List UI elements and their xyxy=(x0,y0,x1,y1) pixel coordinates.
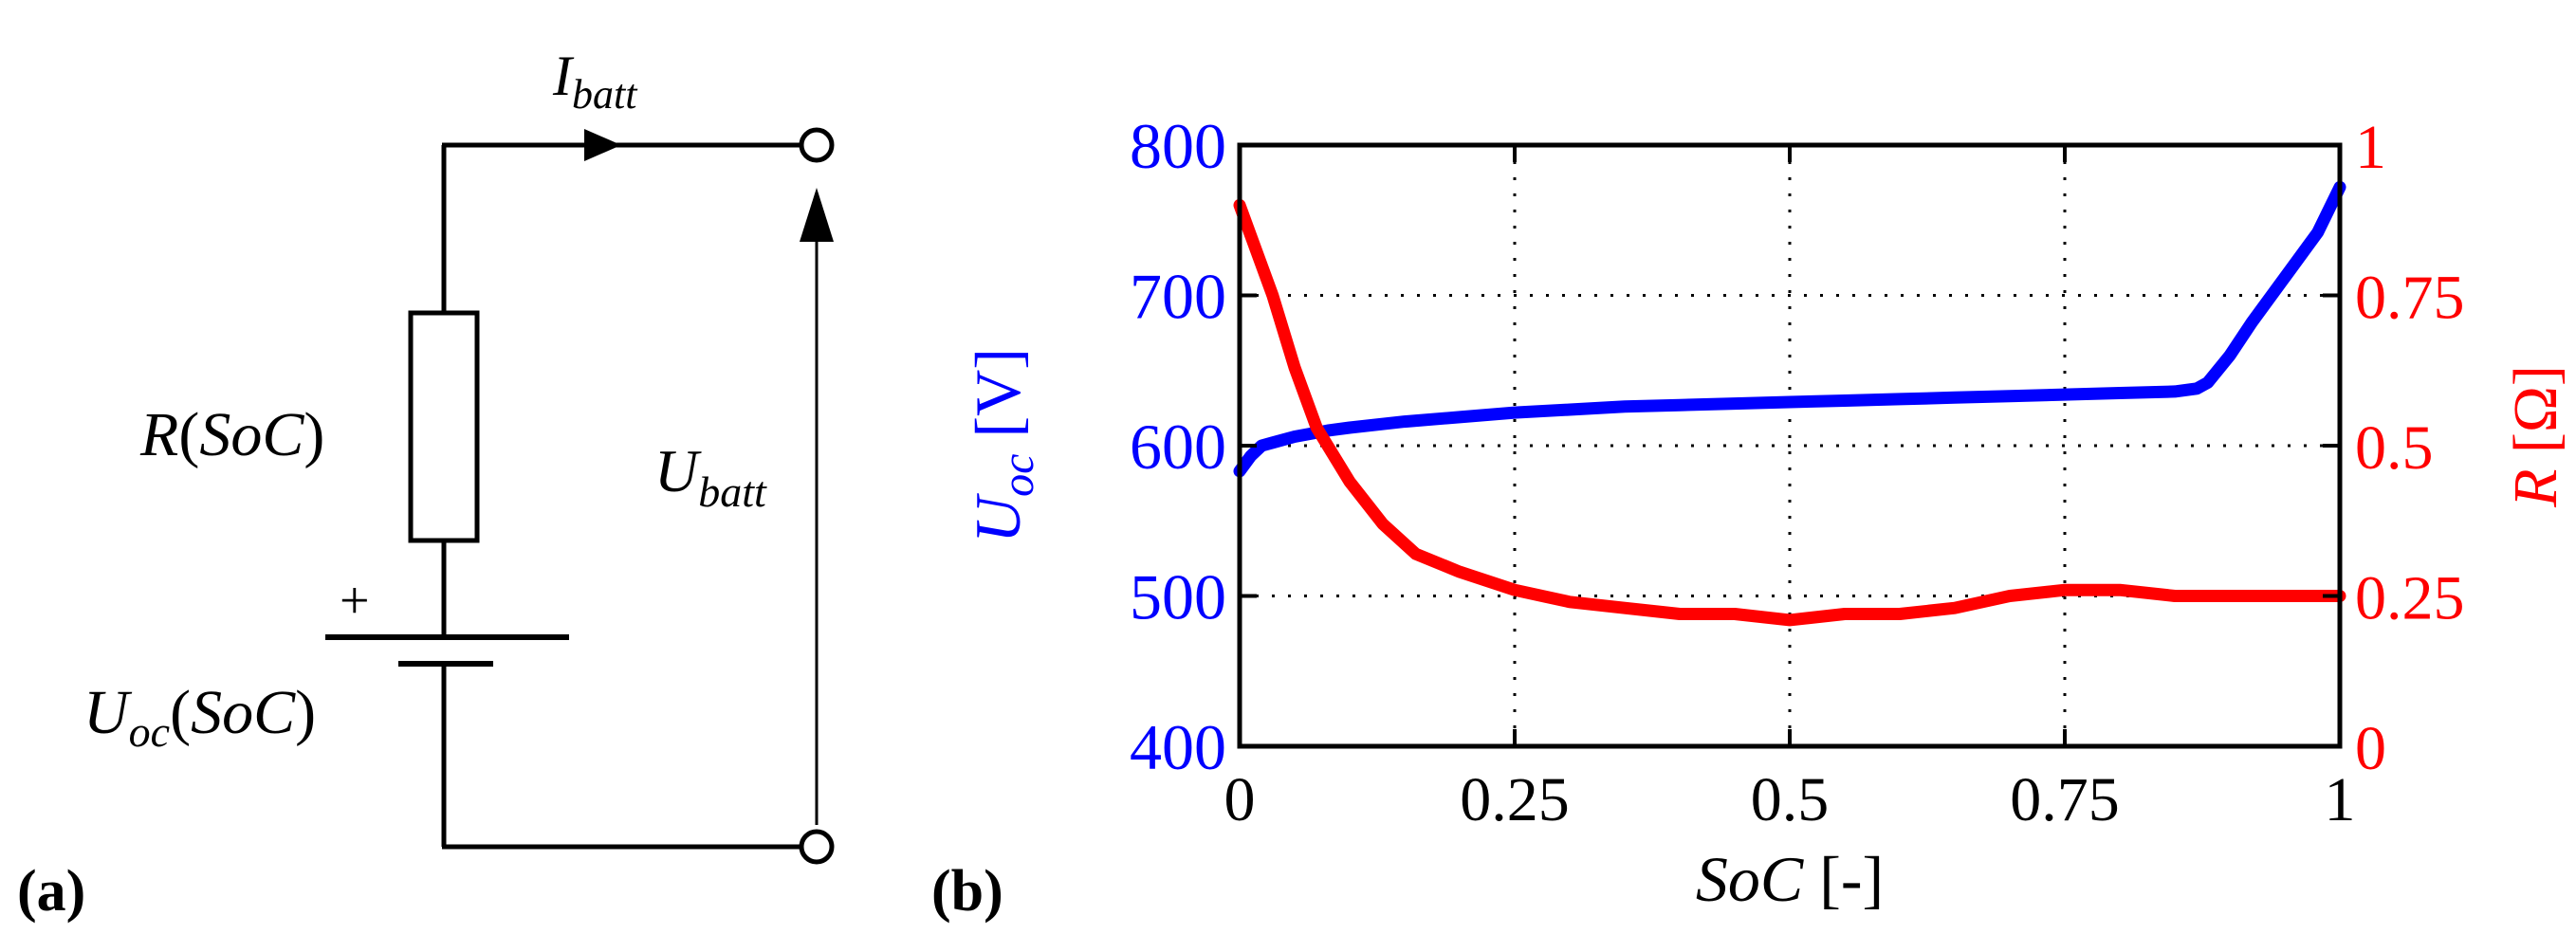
y-left-tick-label: 800 xyxy=(1130,110,1226,182)
source-label: Uoc(SoC) xyxy=(83,678,316,756)
y-left-tick-label: 700 xyxy=(1130,261,1226,333)
y-axis-right-title: R [Ω] xyxy=(2501,365,2570,508)
y-right-tick-label: 1 xyxy=(2355,113,2386,182)
top-terminal xyxy=(799,127,835,163)
series-layer xyxy=(1233,180,2346,627)
voltage-arrow-head xyxy=(800,188,834,242)
x-tick-label: 0 xyxy=(1224,765,1256,834)
grid-lines xyxy=(1240,145,2340,746)
resistor xyxy=(408,310,480,543)
y-right-tick-label: 0 xyxy=(2355,714,2386,783)
y-axis-left-title: Uoc [V] xyxy=(962,348,1043,543)
y-right-tick-label: 0.25 xyxy=(2355,564,2465,633)
soc-chart: 0 0.25 0.5 0.75 1 400 500 600 700 800 0 0.25 0.5 0.75… xyxy=(962,110,2570,915)
panel-label-a: (a) xyxy=(17,859,85,924)
series-line-r xyxy=(1233,198,2346,627)
equivalent-circuit xyxy=(325,127,835,865)
y-left-tick-label: 500 xyxy=(1130,561,1226,633)
tick-label-layer: 0 0.25 0.5 0.75 1 400 500 600 700 800 0 0.25 0.5 0.75… xyxy=(1130,110,2465,834)
x-tick-label: 0.75 xyxy=(2010,765,2120,834)
current-label: Ibatt xyxy=(552,45,638,118)
resistor-label: R(SoC) xyxy=(139,400,324,469)
x-tick-label: 0.25 xyxy=(1460,765,1570,834)
y-left-tick-label: 400 xyxy=(1130,711,1226,783)
current-arrow-head xyxy=(584,129,621,161)
plus-sign: + xyxy=(340,572,370,631)
x-tick-label: 0.5 xyxy=(1751,765,1830,834)
y-right-tick-label: 0.5 xyxy=(2355,413,2434,483)
x-axis-title: SoC [-] xyxy=(1696,843,1884,915)
series-line-u-oc xyxy=(1233,180,2346,478)
tick-layer xyxy=(1238,143,2342,748)
y-left-tick-label: 600 xyxy=(1130,411,1226,483)
voltage-label: Ubatt xyxy=(654,437,767,516)
x-tick-label: 1 xyxy=(2325,765,2356,834)
y-right-tick-label: 0.75 xyxy=(2355,264,2465,333)
panel-label-b: (b) xyxy=(931,859,1003,924)
bottom-terminal xyxy=(799,829,835,865)
